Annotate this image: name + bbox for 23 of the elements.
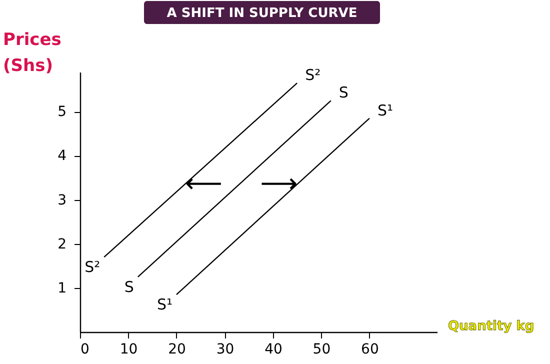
annotation: ⟵ bbox=[185, 168, 222, 199]
text: S² bbox=[305, 66, 321, 84]
y-axis-title: Prices (Shs) bbox=[3, 30, 62, 76]
x-tick-label: 60 bbox=[361, 342, 379, 358]
y-tick-label: 4 bbox=[58, 148, 67, 164]
x-tick-label: 10 bbox=[120, 342, 138, 358]
x-tick-label: 30 bbox=[216, 342, 234, 358]
x-tick-label: 40 bbox=[264, 342, 282, 358]
text: S¹ bbox=[377, 101, 394, 120]
y-tick-label: 5 bbox=[58, 104, 66, 120]
y-tick-label: 2 bbox=[58, 236, 66, 252]
chart-title: A SHIFT IN SUPPLY CURVE bbox=[166, 6, 358, 21]
text: S bbox=[338, 84, 348, 102]
x-axis-title: Quantity kg bbox=[448, 319, 534, 334]
y-tick-label: 1 bbox=[58, 280, 66, 296]
x-tick-label: 50 bbox=[312, 342, 331, 358]
annotation: ⟶ bbox=[260, 168, 298, 199]
x-tick-label: 20 bbox=[168, 342, 186, 358]
y-tick-label: 3 bbox=[58, 192, 66, 208]
series-label: S² bbox=[84, 258, 100, 276]
x-tick-label: 0 bbox=[80, 342, 90, 358]
series-label: S¹ bbox=[156, 296, 172, 314]
series-label: S bbox=[124, 278, 134, 296]
